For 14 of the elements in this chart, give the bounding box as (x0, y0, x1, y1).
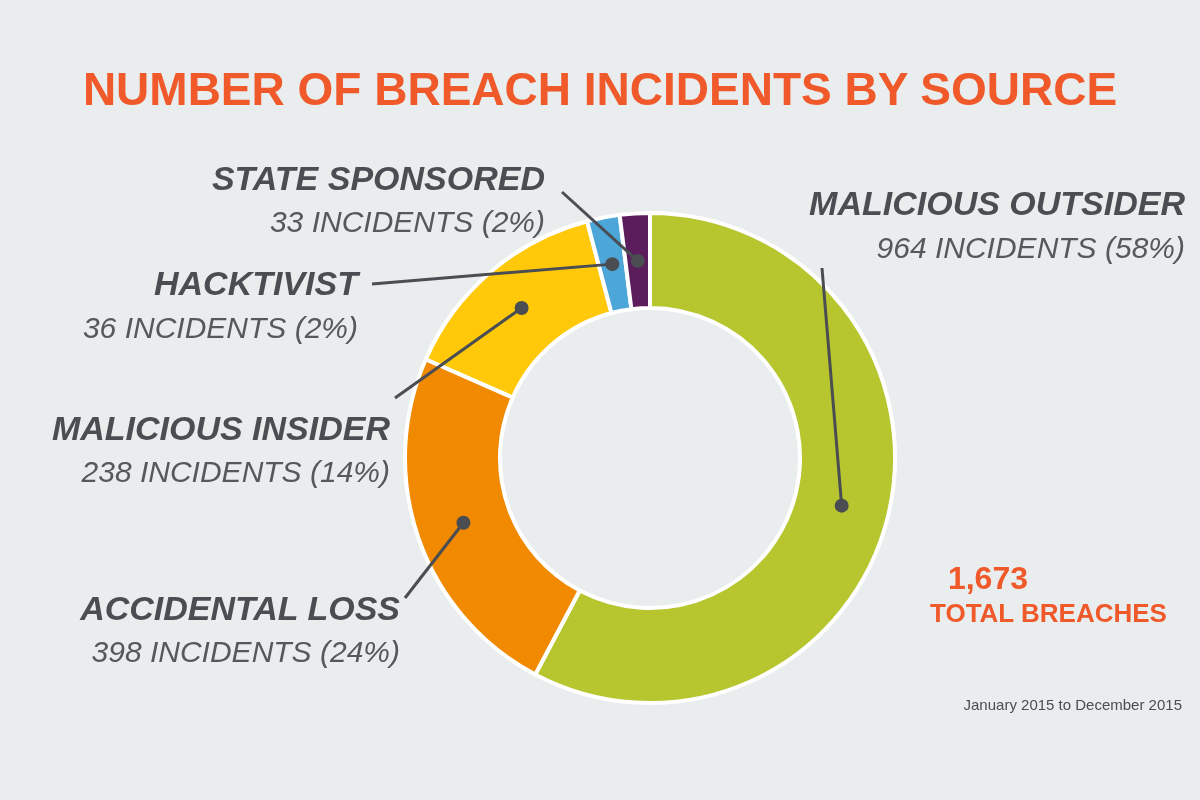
data-label: 33 INCIDENTS (2%) (269, 205, 545, 238)
data-label: 36 INCIDENTS (2%) (82, 311, 358, 344)
chart-title: NUMBER OF BREACH INCIDENTS BY SOURCE (81, 62, 1119, 116)
text: TOTAL BREACHES (930, 598, 1167, 629)
slice-label: STATE SPONSORED (211, 159, 545, 197)
slice-label: MALICIOUS OUTSIDER (809, 184, 1186, 222)
data-label: 238 INCIDENTS (14%) (80, 455, 390, 488)
slice-label: MALICIOUS INSIDER (51, 409, 391, 447)
text: January 2015 to December 2015 (963, 696, 1182, 713)
data-label: 398 INCIDENTS (24%) (91, 635, 400, 668)
data-label: 964 INCIDENTS (58%) (876, 231, 1185, 264)
text: 1,673 (947, 560, 1028, 597)
slice-label: HACKTIVIST (154, 264, 362, 302)
slice-label: ACCIDENTAL LOSS (79, 589, 401, 627)
